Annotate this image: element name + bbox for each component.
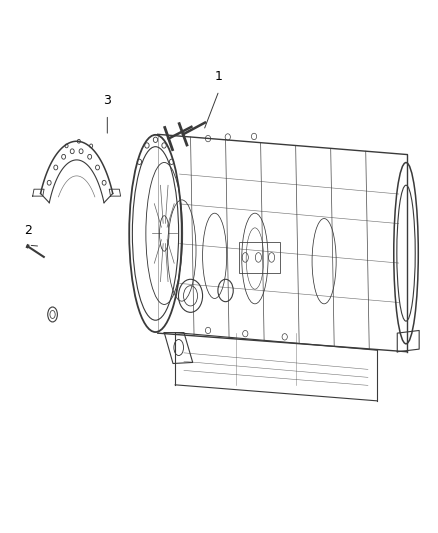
- Text: 3: 3: [103, 94, 111, 107]
- Text: 2: 2: [25, 224, 32, 237]
- Text: 1: 1: [215, 70, 223, 83]
